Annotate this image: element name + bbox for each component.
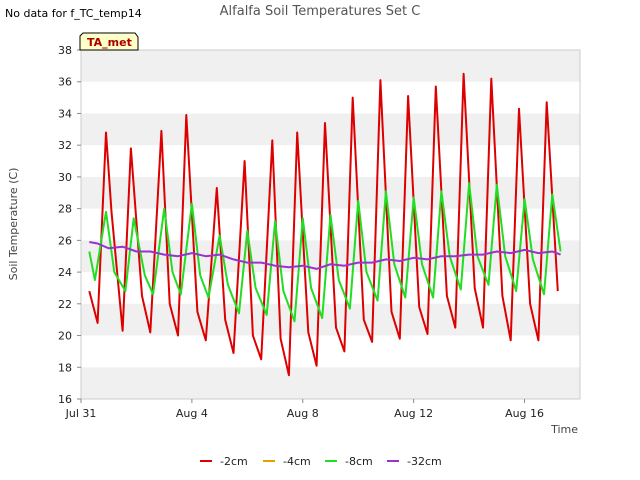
- series-lines: [88, 72, 562, 377]
- legend-label: -32cm: [407, 455, 442, 468]
- x-tick-label: Aug 16: [505, 407, 544, 420]
- chart-title: Alfalfa Soil Temperatures Set C: [220, 4, 421, 19]
- grid-band: [81, 176, 580, 209]
- y-axis-ticks: 16 18 20 22 24 26 28 30 32 34 36 38: [58, 44, 81, 406]
- y-tick-label: 16: [58, 393, 72, 406]
- y-axis-label: Soil Temperature (C): [7, 168, 20, 281]
- y-tick-label: 32: [58, 139, 72, 152]
- site-badge: TA_met: [79, 32, 139, 51]
- site-badge-label: TA_met: [87, 36, 132, 49]
- x-tick-label: Aug 4: [176, 407, 208, 420]
- y-tick-label: 20: [58, 330, 72, 343]
- y-tick-label: 26: [58, 234, 72, 247]
- y-tick-label: 38: [58, 44, 72, 57]
- y-tick-label: 36: [58, 76, 72, 89]
- x-tick-label: Aug 8: [287, 407, 319, 420]
- legend: -2cm -4cm -8cm -32cm: [200, 455, 442, 468]
- no-data-note: No data for f_TC_temp14: [5, 7, 142, 20]
- y-tick-label: 28: [58, 203, 72, 216]
- y-tick-label: 34: [58, 107, 72, 120]
- y-tick-label: 22: [58, 298, 72, 311]
- grid-band: [81, 240, 580, 273]
- x-tick-label: Jul 31: [65, 407, 97, 420]
- legend-label: -8cm: [345, 455, 373, 468]
- y-tick-label: 18: [58, 361, 72, 374]
- x-axis-label: Time: [550, 423, 578, 436]
- y-tick-label: 24: [58, 266, 72, 279]
- series-line-32cm: [89, 241, 561, 270]
- grid-band: [81, 50, 580, 82]
- legend-label: -4cm: [283, 455, 311, 468]
- y-tick-label: 30: [58, 171, 72, 184]
- site-badge-box: [79, 32, 139, 51]
- legend-label: -2cm: [220, 455, 248, 468]
- grid-band: [81, 303, 580, 336]
- grid-band: [81, 113, 580, 146]
- x-tick-label: Aug 12: [394, 407, 433, 420]
- plot-area-frame: [80, 49, 581, 400]
- x-axis-ticks: Jul 31 Aug 4 Aug 8 Aug 12 Aug 16: [65, 399, 544, 420]
- grid-band: [81, 367, 580, 399]
